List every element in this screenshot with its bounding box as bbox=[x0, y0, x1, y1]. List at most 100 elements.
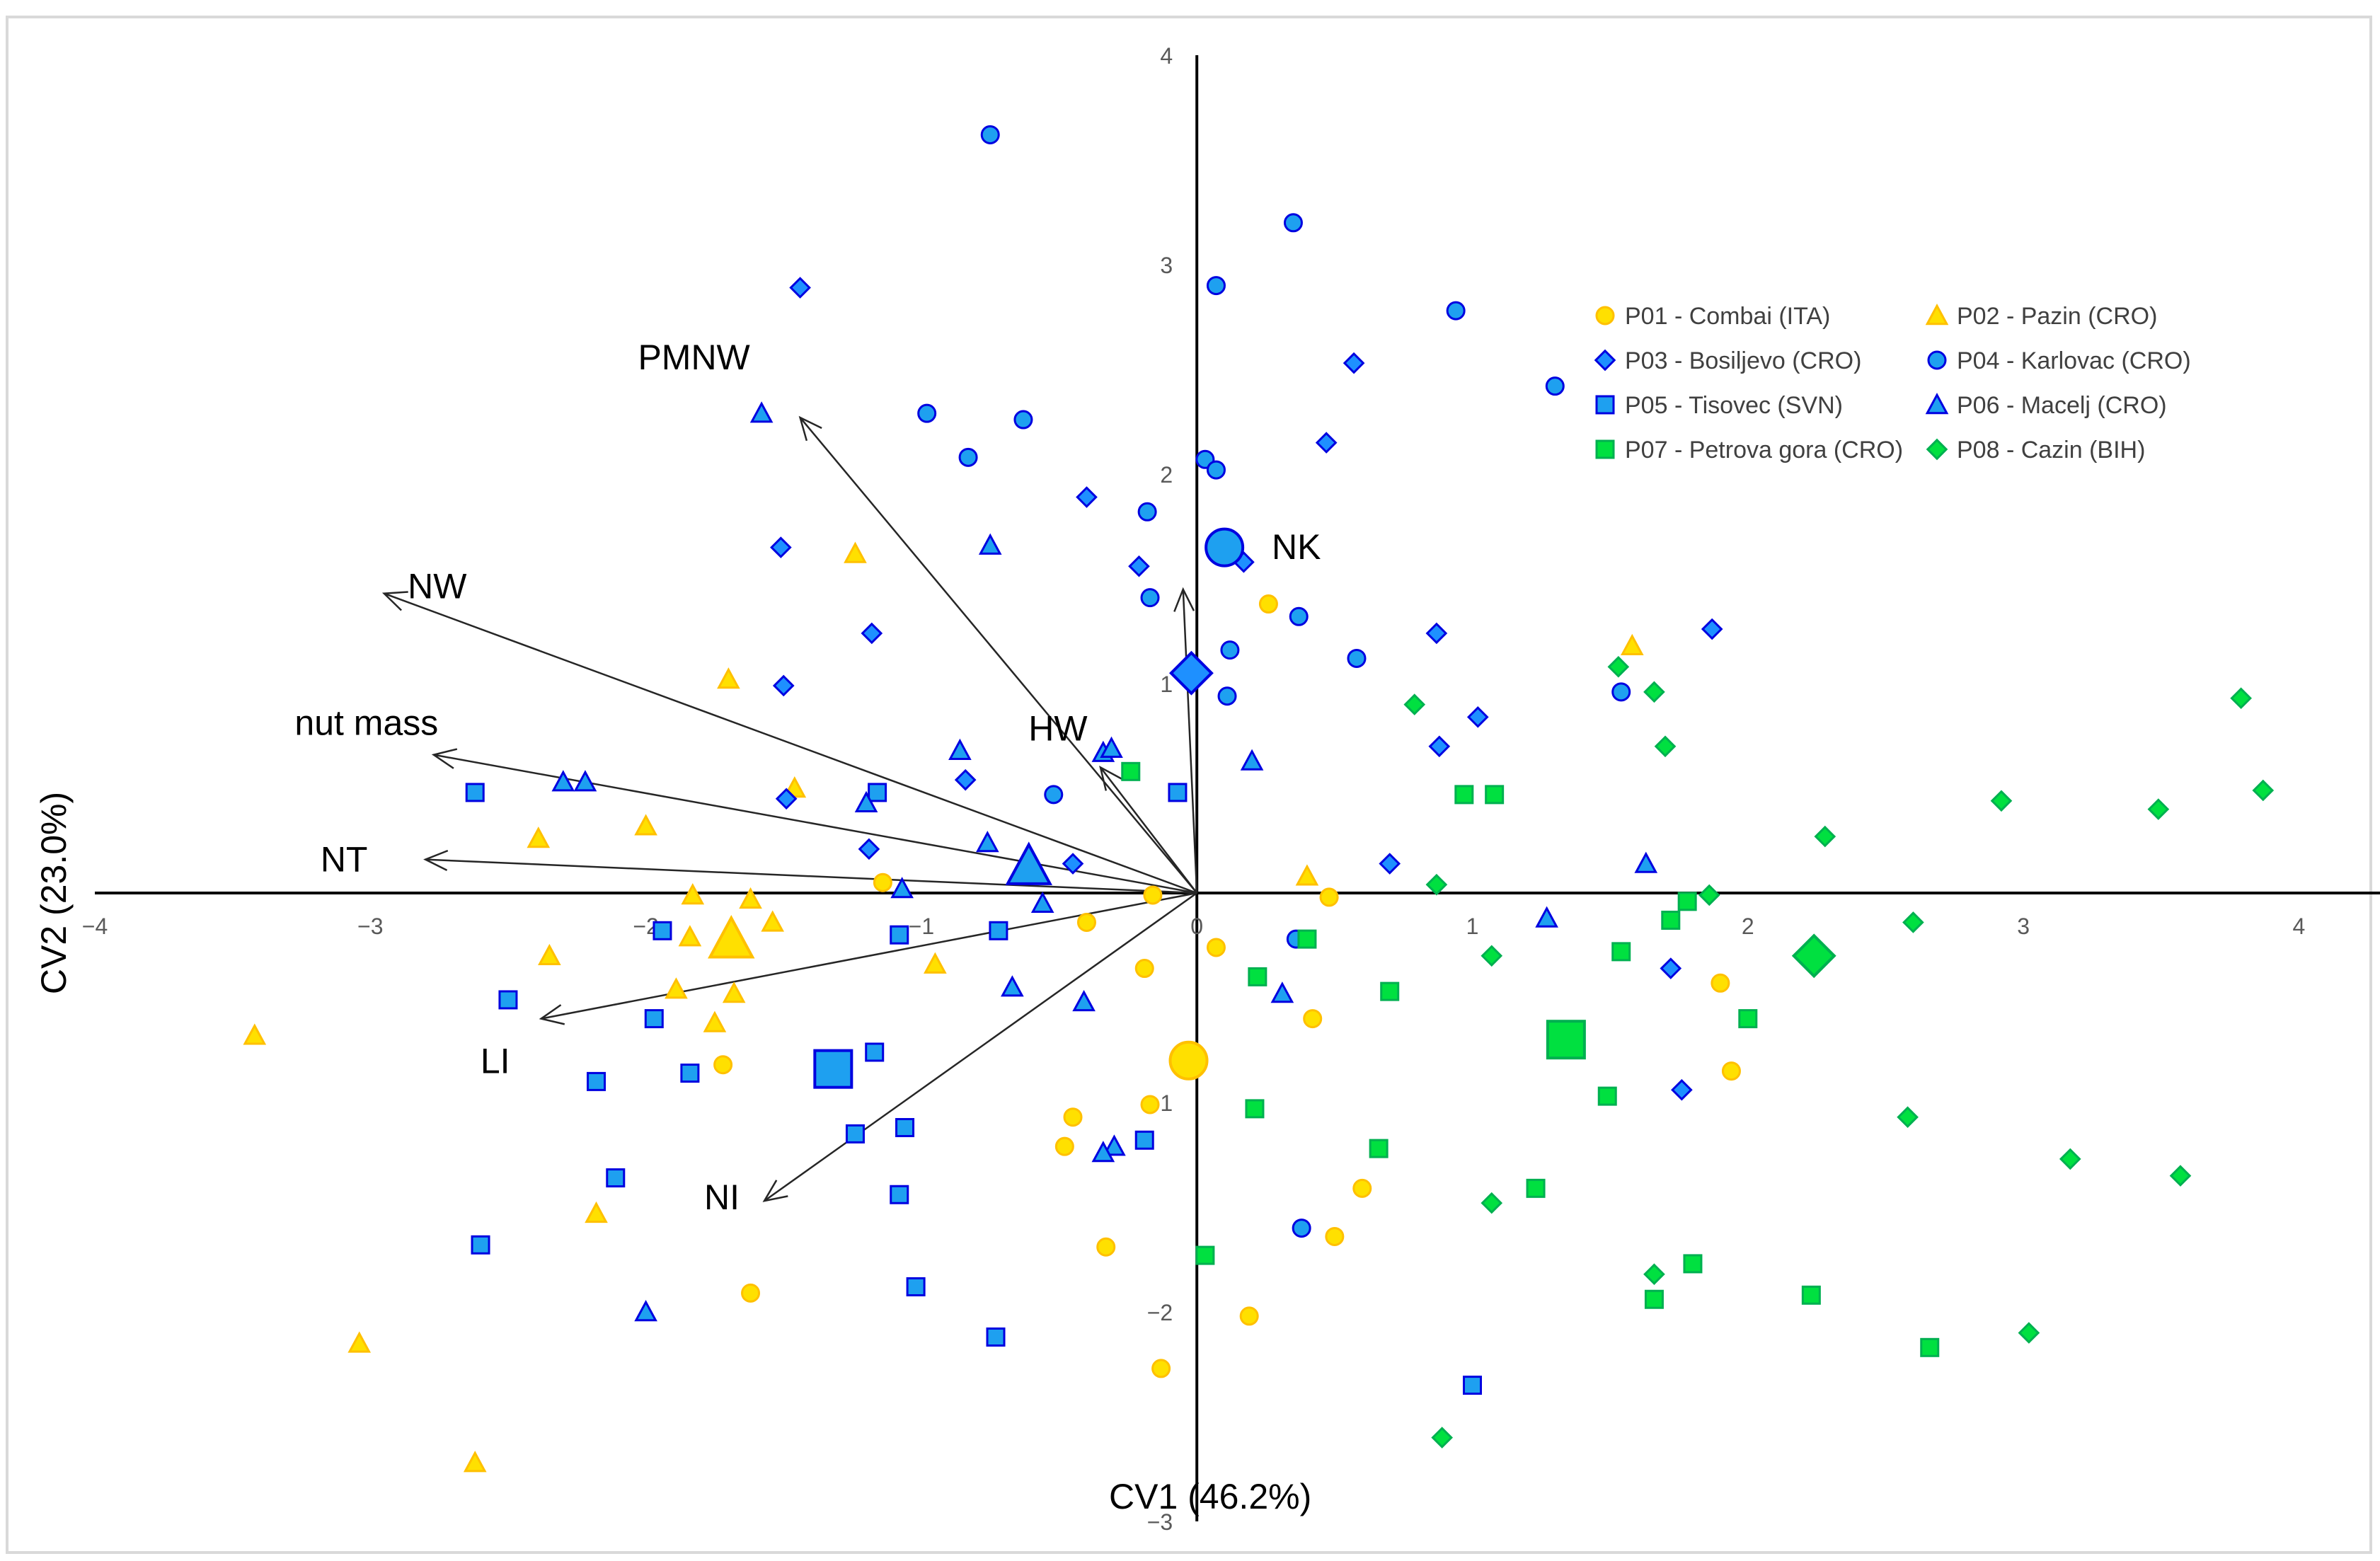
data-point bbox=[1990, 790, 2013, 812]
data-point bbox=[1168, 783, 1188, 802]
data-point bbox=[1597, 1086, 1617, 1106]
data-point bbox=[1380, 981, 1400, 1001]
y-axis-label: CV2 (23.0%) bbox=[34, 792, 74, 994]
data-point bbox=[1063, 1107, 1083, 1127]
vector-arrowhead bbox=[381, 591, 408, 611]
data-point bbox=[1076, 486, 1098, 508]
data-point bbox=[890, 877, 914, 899]
data-points bbox=[243, 125, 2275, 1473]
legend-marker bbox=[1925, 304, 1949, 326]
vector-arrow bbox=[425, 858, 1197, 894]
data-point bbox=[1644, 1289, 1664, 1309]
data-point bbox=[1289, 606, 1309, 626]
y-tick-label: −2 bbox=[1147, 1300, 1173, 1325]
data-point bbox=[1343, 352, 1365, 374]
data-point bbox=[1425, 873, 1448, 896]
data-point bbox=[739, 887, 762, 909]
data-point bbox=[858, 838, 880, 860]
data-point bbox=[498, 990, 518, 1010]
data-point bbox=[978, 533, 1002, 555]
data-point bbox=[1195, 1245, 1215, 1265]
y-tick-label: 1 bbox=[1160, 672, 1173, 697]
data-point bbox=[1403, 693, 1426, 715]
data-point bbox=[948, 738, 972, 760]
data-point bbox=[1454, 785, 1474, 805]
data-point bbox=[1701, 618, 1723, 640]
data-point bbox=[845, 1124, 865, 1144]
vector-label: NW bbox=[408, 567, 467, 606]
vector-arrowhead bbox=[762, 1180, 788, 1202]
data-point bbox=[1677, 892, 1697, 911]
data-point bbox=[665, 977, 688, 999]
data-point bbox=[772, 674, 795, 697]
data-point bbox=[2059, 1148, 2081, 1170]
data-point bbox=[1661, 910, 1681, 930]
data-point bbox=[1425, 622, 1448, 645]
data-point bbox=[644, 1009, 664, 1029]
data-point bbox=[1660, 957, 1682, 979]
data-point bbox=[917, 403, 937, 423]
data-point bbox=[1217, 686, 1237, 706]
vector-label: PMNW bbox=[638, 338, 750, 377]
data-point bbox=[1325, 1226, 1345, 1246]
centroid-marker bbox=[1168, 1040, 1209, 1081]
data-point bbox=[634, 814, 657, 836]
data-point bbox=[1671, 1078, 1693, 1101]
vector-arrow bbox=[799, 417, 1198, 894]
data-point bbox=[1535, 906, 1558, 928]
legend-marker bbox=[1595, 395, 1615, 415]
data-point bbox=[1611, 682, 1631, 702]
x-tick-label: 0 bbox=[1190, 914, 1203, 939]
chart-border bbox=[6, 16, 2372, 1554]
data-point bbox=[1096, 1237, 1116, 1257]
legend-marker bbox=[1927, 350, 1947, 370]
data-point bbox=[1481, 945, 1503, 967]
vector-arrowhead bbox=[431, 748, 458, 769]
vector-arrow bbox=[764, 892, 1197, 1202]
data-point bbox=[1466, 706, 1489, 728]
x-tick-label: 1 bbox=[1466, 914, 1479, 939]
data-point bbox=[1711, 973, 1730, 993]
legend-label: P04 - Karlovac (CRO) bbox=[1957, 347, 2191, 374]
data-point bbox=[1428, 735, 1451, 758]
legend-label: P01 - Combai (ITA) bbox=[1625, 303, 1830, 330]
data-point bbox=[2147, 798, 2170, 820]
data-point bbox=[1303, 1009, 1323, 1029]
data-point bbox=[1721, 1061, 1741, 1081]
data-point bbox=[1240, 749, 1264, 771]
data-point bbox=[980, 125, 1000, 144]
data-point bbox=[680, 1064, 700, 1083]
data-point bbox=[761, 910, 784, 932]
data-point bbox=[653, 921, 672, 940]
data-point bbox=[906, 1277, 926, 1296]
x-tick-label: 3 bbox=[2017, 914, 2030, 939]
data-point bbox=[924, 952, 947, 974]
vector-label: nut mass bbox=[294, 703, 438, 743]
data-point bbox=[1283, 213, 1303, 233]
data-point bbox=[873, 872, 892, 892]
data-point bbox=[1347, 648, 1367, 668]
x-tick-label: 4 bbox=[2293, 914, 2306, 939]
data-point bbox=[538, 943, 561, 966]
data-point bbox=[1206, 276, 1226, 296]
data-point bbox=[954, 768, 977, 791]
data-point bbox=[2169, 1165, 2192, 1187]
data-point bbox=[471, 1235, 490, 1255]
legend-label: P03 - Bosiljevo (CRO) bbox=[1625, 347, 1861, 374]
vector-label: HW bbox=[1028, 708, 1088, 748]
data-point bbox=[1220, 640, 1240, 660]
data-point bbox=[573, 770, 597, 792]
data-point bbox=[347, 1331, 372, 1353]
data-point bbox=[2230, 687, 2252, 710]
data-point bbox=[1258, 594, 1278, 614]
loading-vectors: PMNW NW nut mass NT LI NI HW NK bbox=[294, 338, 1321, 1217]
legend-label: P06 - Macelj (CRO) bbox=[1957, 392, 2167, 419]
data-point bbox=[749, 401, 774, 423]
data-point bbox=[1634, 851, 1658, 873]
data-point bbox=[1683, 1254, 1703, 1274]
y-tick-label: −3 bbox=[1147, 1509, 1173, 1535]
data-point bbox=[243, 1023, 267, 1045]
data-point bbox=[678, 925, 702, 947]
data-point bbox=[958, 447, 978, 467]
data-point bbox=[551, 770, 575, 792]
